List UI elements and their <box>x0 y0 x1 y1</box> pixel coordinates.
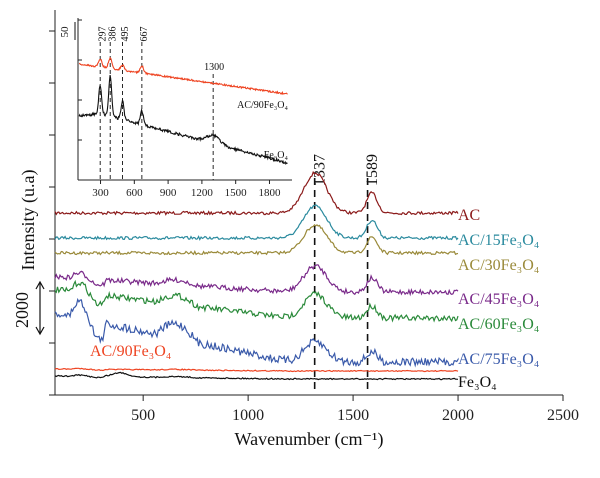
inset-x-tick-label: 600 <box>126 187 143 199</box>
x-axis-title: Wavenumber (cm⁻¹) <box>235 429 384 450</box>
main-series <box>54 170 459 381</box>
inset-series-label-ac90: AC/90Fe₃O₄ <box>237 100 288 111</box>
inset-x-tick-label: 1800 <box>258 187 281 199</box>
inset-x-tick-label: 1500 <box>225 187 248 199</box>
inset-x-tick-label: 1200 <box>191 187 214 199</box>
inset-peak-label: 297 <box>97 27 108 42</box>
scale-bar-label: 2000 <box>12 292 32 328</box>
series-line <box>54 170 459 216</box>
inset-scale-bar: 50 <box>59 22 76 40</box>
main-peak-lines: 1337 1589 <box>311 154 381 390</box>
inset-peak-label: 386 <box>108 27 119 42</box>
series-line <box>54 297 459 368</box>
inset-scale-bar-label: 50 <box>59 26 71 38</box>
series-label: AC/90Fe₃O₄ <box>90 343 172 360</box>
inset-peak-label: 495 <box>120 27 131 42</box>
series-label: AC/75Fe₃O₄ <box>458 351 540 368</box>
main-x-tick-label: 1000 <box>232 407 264 424</box>
series-label: AC/45Fe₃O₄ <box>458 291 540 308</box>
main-x-ticks: 500 1000 1500 2000 2500 <box>131 395 579 424</box>
scale-bar: 2000 <box>12 280 45 336</box>
main-x-tick-label: 2000 <box>442 407 474 424</box>
series-line <box>54 223 459 256</box>
series-line <box>54 371 459 381</box>
inset-peak-label: 1300 <box>204 62 224 73</box>
inset-x-tick-label: 300 <box>92 187 109 199</box>
main-series-labels: AC AC/15Fe₃O₄ AC/30Fe₃O₄ AC/45Fe₃O₄ AC/60Fe₃… <box>90 207 540 391</box>
main-x-tick-label: 500 <box>131 407 155 424</box>
main-x-tick-label: 1500 <box>337 407 369 424</box>
main-y-ticks <box>49 30 55 396</box>
inset-line-ac90fe3o4 <box>79 56 288 96</box>
main-peak-label: 1589 <box>364 154 381 186</box>
main-peak-label: 1337 <box>311 154 328 186</box>
main-x-tick-label: 2500 <box>547 407 579 424</box>
series-line <box>54 279 459 323</box>
inset-x-ticks: 300 600 900 1200 1500 1800 <box>78 19 281 199</box>
inset-plot: 300 600 900 1200 1500 1800 297 386 495 667 1300 A… <box>59 18 292 199</box>
series-label: Fe₃O₄ <box>458 374 497 391</box>
y-axis-title: Intensity (u.a) <box>18 170 39 271</box>
series-label: AC/30Fe₃O₄ <box>458 257 540 274</box>
series-label: AC/15Fe₃O₄ <box>458 232 540 249</box>
series-label: AC/60Fe₃O₄ <box>458 316 540 333</box>
series-line <box>54 204 459 241</box>
scale-bar-arrow-down <box>35 326 45 336</box>
inset-peak-lines: 297 386 495 667 1300 <box>97 27 224 180</box>
inset-series-label-fe3o4: Fe₃O₄ <box>264 150 289 161</box>
inset-line-fe3o4 <box>78 75 288 166</box>
series-line <box>54 367 459 373</box>
main-plot: 500 1000 1500 2000 2500 1337 1589 AC AC/15Fe₃O… <box>12 10 579 450</box>
series-label: AC <box>458 207 480 224</box>
scale-bar-arrow-up <box>35 280 45 290</box>
inset-x-tick-label: 900 <box>160 187 177 199</box>
inset-peak-label: 667 <box>139 27 150 42</box>
series-line <box>54 264 459 297</box>
